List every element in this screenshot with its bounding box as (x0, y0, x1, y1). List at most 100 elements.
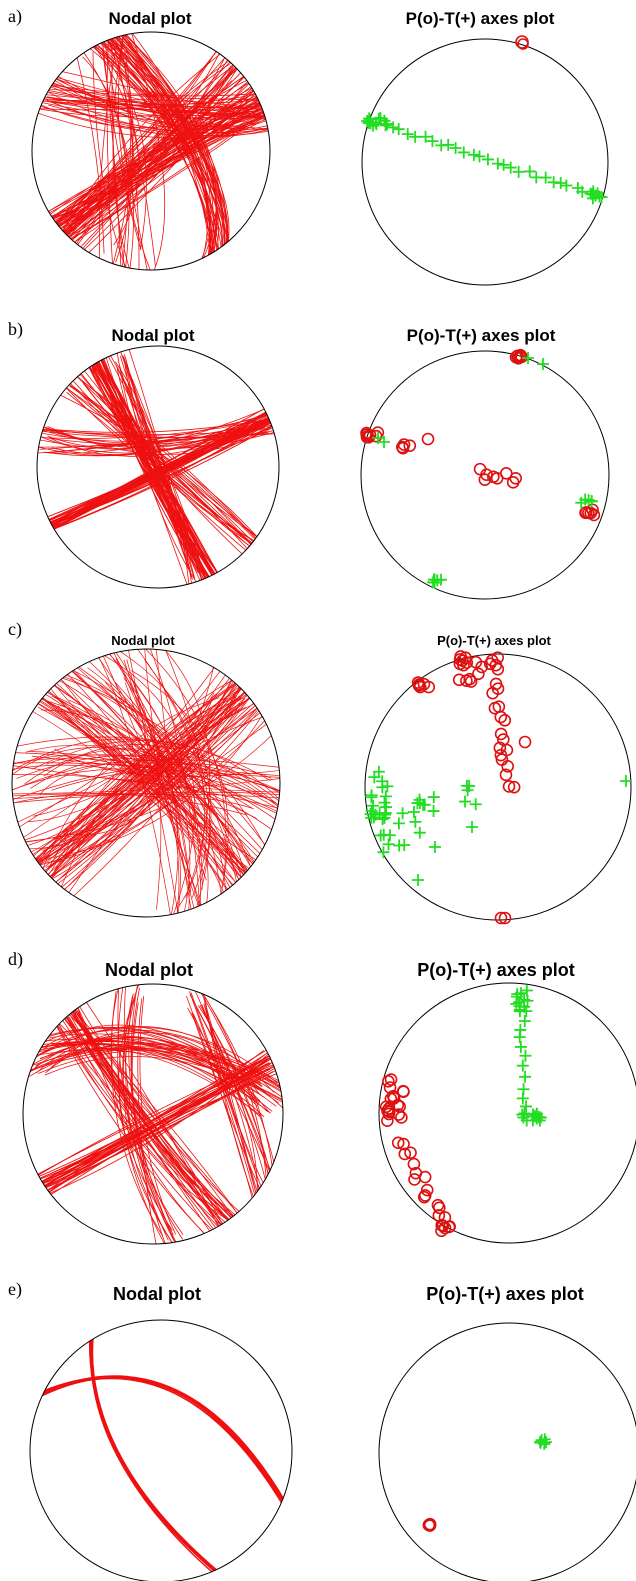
p-axis-marker (513, 350, 527, 363)
nodal-plane-line (125, 358, 193, 578)
t-axis-marker (522, 352, 534, 364)
nodal-plane-line (31, 1046, 283, 1092)
t-axis-marker (530, 1109, 543, 1122)
nodal-plane-line (91, 1328, 225, 1581)
nodal-plane-line (137, 998, 157, 1244)
t-axis-marker (367, 799, 380, 812)
p-axis-marker (459, 651, 472, 665)
p-axis-marker (381, 1114, 394, 1128)
nodal-plane-line (51, 770, 280, 797)
nodal-plane-line (87, 649, 203, 890)
p-axis-marker (507, 780, 521, 794)
nodal-plane-line (130, 670, 229, 888)
t-axis-marker (523, 165, 536, 178)
p-axis-marker (393, 1100, 406, 1113)
panel-c-label: c) (8, 619, 22, 640)
t-axis-marker (401, 128, 414, 141)
nodal-plane-line (65, 51, 244, 238)
t-axis-marker (589, 189, 602, 202)
t-axis-marker (514, 1040, 527, 1053)
nodal-plane-line (12, 791, 280, 806)
nodal-plane-line (88, 37, 229, 265)
t-axis-marker (513, 996, 526, 1009)
nodal-plane-line (37, 1060, 283, 1193)
t-axis-marker (582, 494, 595, 507)
nodal-plane-line (132, 679, 201, 917)
panel-d-axes-symbols (379, 984, 547, 1238)
nodal-plane-line (115, 346, 195, 580)
panel-a-nodal-lines (32, 32, 270, 270)
nodal-plane-line (31, 755, 280, 779)
nodal-plane-line (52, 65, 249, 241)
t-axis-marker (481, 153, 494, 166)
nodal-plane-line (57, 670, 271, 912)
nodal-plane-line (24, 1056, 283, 1182)
t-axis-marker (426, 135, 439, 148)
nodal-plane-line (41, 1053, 280, 1201)
p-axis-marker (397, 1137, 410, 1151)
nodal-plane-line (123, 659, 199, 917)
p-axis-marker (396, 440, 409, 454)
nodal-plane-line (118, 50, 132, 270)
nodal-plane-line (89, 1326, 224, 1581)
p-axis-marker (382, 1107, 396, 1121)
nodal-plane-line (67, 72, 268, 257)
nodal-plane-line (12, 736, 271, 782)
t-axis-marker (497, 158, 510, 171)
t-axis-marker (376, 781, 389, 794)
nodal-plane-line (54, 45, 232, 246)
nodal-plane-line (22, 708, 237, 862)
nodal-plane-line (46, 100, 270, 137)
p-axis-marker (483, 657, 497, 671)
t-axis-marker (377, 846, 390, 859)
nodal-plane-line (131, 987, 174, 1236)
p-axis-marker (443, 1220, 456, 1233)
p-axis-marker (420, 1183, 434, 1197)
nodal-plane-line (202, 991, 275, 1204)
p-axis-marker (498, 713, 512, 727)
t-axis-marker (520, 984, 533, 997)
nodal-plane-line (56, 373, 265, 568)
nodal-plane-line (98, 32, 120, 270)
t-axis-marker (491, 157, 504, 170)
nodal-plane-line (38, 99, 249, 110)
nodal-plane-line (12, 757, 279, 813)
nodal-plane-line (12, 764, 280, 793)
panel-e-nodal-title: Nodal plot (113, 1284, 201, 1304)
panel-c-nodal-title: Nodal plot (111, 633, 175, 648)
nodal-plane-line (69, 42, 265, 256)
t-axis-marker (382, 838, 395, 851)
nodal-plane-line (74, 997, 255, 1225)
nodal-plane-line (15, 685, 280, 863)
p-axis-marker (494, 710, 508, 724)
nodal-plane-line (83, 32, 227, 267)
p-axis-marker (384, 1073, 398, 1086)
p-axis-marker (486, 686, 499, 700)
p-axis-marker (473, 462, 487, 476)
panel-b-nodal-title: Nodal plot (111, 326, 194, 345)
nodal-plane-line (46, 74, 270, 131)
panel-a-axes-stereonet (361, 38, 609, 286)
nodal-plane-line (12, 738, 280, 829)
panel-c-axes-title: P(o)-T(+) axes plot (437, 633, 551, 648)
nodal-plane-line (58, 697, 246, 891)
p-axis-marker (407, 1157, 421, 1171)
nodal-plane-line (48, 104, 270, 134)
nodal-plane-line (39, 1376, 287, 1505)
nodal-plane-line (48, 90, 265, 247)
p-axis-marker (422, 680, 436, 694)
nodal-plane-line (82, 56, 130, 270)
panel-b-label: b) (8, 319, 23, 340)
panel-e-axes-symbols (422, 1433, 552, 1532)
t-axis-marker (378, 436, 390, 448)
p-axis-marker (494, 911, 508, 925)
nodal-plane-line (110, 990, 164, 1237)
nodal-plane-line (123, 984, 181, 1244)
t-axis-marker (381, 780, 394, 793)
panel-b-axes-symbols (360, 348, 601, 589)
nodal-plane-line (109, 32, 140, 270)
nodal-plane-line (91, 1326, 228, 1580)
nodal-plane-line (43, 744, 280, 826)
nodal-plane-line (124, 649, 184, 917)
nodal-plane-line (103, 649, 212, 910)
